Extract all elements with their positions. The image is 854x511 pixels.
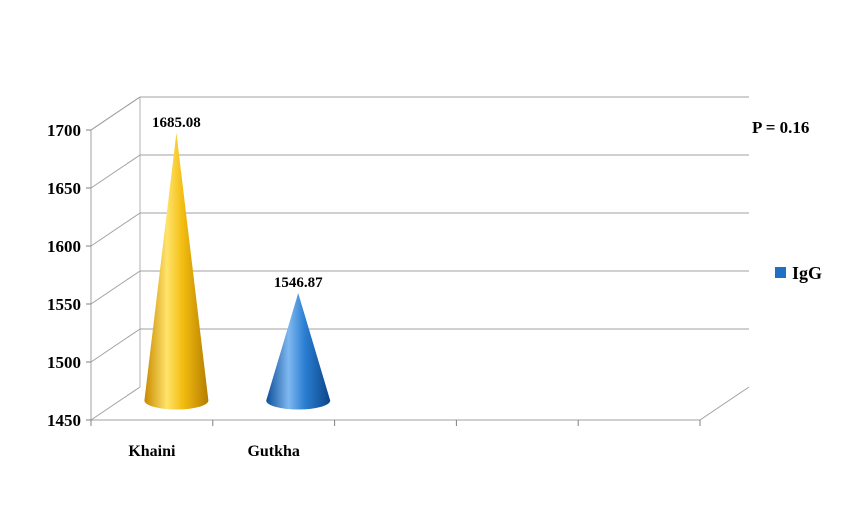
legend-swatch-igg xyxy=(775,267,786,278)
data-labels: 1685.08 1546.87 xyxy=(152,115,323,291)
data-label: 1685.08 xyxy=(152,115,201,131)
gridline-side xyxy=(90,328,141,363)
gridlines xyxy=(90,96,749,363)
gridline-side xyxy=(90,270,141,305)
x-tick-label: Khaini xyxy=(128,443,176,460)
chart-frame xyxy=(90,96,750,421)
gridline-side xyxy=(90,212,141,247)
y-tick-label: 1550 xyxy=(47,295,81,314)
cone-gutkha xyxy=(266,293,331,410)
legend: IgG xyxy=(775,263,822,283)
cone-series xyxy=(144,132,331,410)
legend-label-igg: IgG xyxy=(792,263,822,283)
y-tick-label: 1450 xyxy=(47,411,81,430)
gridline-side xyxy=(90,154,141,189)
y-tick-label: 1650 xyxy=(47,179,81,198)
p-value-annotation: P = 0.16 xyxy=(752,118,809,137)
x-axis-ticks xyxy=(90,420,701,426)
y-tick-label: 1700 xyxy=(47,121,81,140)
cone-khaini xyxy=(144,132,209,410)
y-tick-label: 1500 xyxy=(47,353,81,372)
floor-right-edge xyxy=(699,386,750,421)
gridline-side xyxy=(90,96,141,131)
x-tick-label: Gutkha xyxy=(247,443,299,460)
data-label: 1546.87 xyxy=(274,275,323,291)
y-axis-ticks: 1450 1500 1550 1600 1650 1700 xyxy=(47,121,91,430)
y-tick-label: 1600 xyxy=(47,237,81,256)
side-wall-bottom-edge xyxy=(90,386,141,421)
x-axis-labels: Khaini Gutkha xyxy=(128,443,300,460)
